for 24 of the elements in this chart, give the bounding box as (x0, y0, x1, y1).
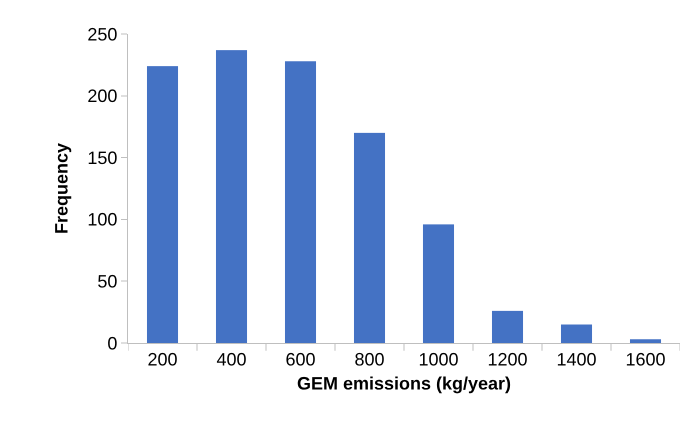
x-tick-label: 400 (216, 350, 247, 370)
y-tick-label: 0 (107, 333, 118, 354)
x-tick-label: 1600 (625, 350, 666, 370)
x-tick-label: 1200 (487, 350, 528, 370)
y-tick-label: 100 (87, 210, 118, 230)
x-tick-label: 800 (354, 350, 385, 370)
y-tick-label: 50 (97, 272, 118, 292)
x-tick-label: 200 (147, 350, 178, 370)
bar (492, 310, 524, 343)
x-axis-title: GEM emissions (kg/year) (296, 374, 512, 394)
y-axis-title: Frequency (52, 142, 72, 234)
bar (146, 66, 178, 343)
x-tick-label: 1000 (418, 350, 459, 370)
y-tick-label: 200 (87, 86, 118, 106)
y-tick-label: 150 (87, 148, 118, 168)
bar (630, 339, 662, 343)
bar (284, 61, 316, 343)
x-tick-label: 600 (285, 350, 316, 370)
x-tick-label: 1400 (556, 350, 597, 370)
bar (216, 50, 248, 343)
y-tick-label: 250 (87, 24, 118, 44)
bar (354, 132, 386, 343)
bar (560, 324, 592, 343)
bar (422, 224, 454, 343)
